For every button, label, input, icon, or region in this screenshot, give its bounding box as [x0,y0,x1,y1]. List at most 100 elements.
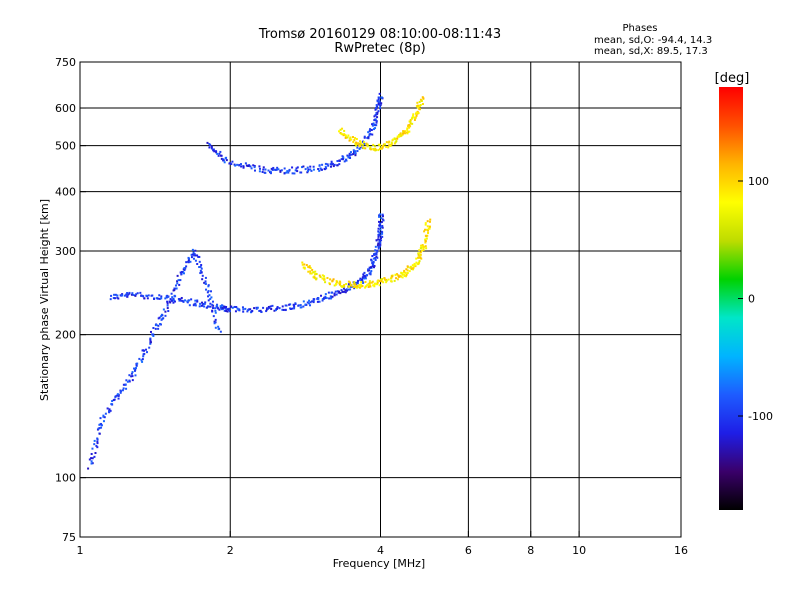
data-point [413,118,416,121]
data-point [317,298,320,301]
data-point [321,298,324,301]
data-point [376,283,379,286]
data-point [126,295,129,298]
data-point [325,297,328,300]
data-point [189,260,192,263]
data-point [212,315,215,318]
data-point [134,374,137,377]
data-point [158,294,161,297]
data-point [374,253,377,256]
data-point [287,171,290,174]
data-point [332,278,335,281]
data-point [180,296,183,299]
data-point [289,307,292,310]
data-point [334,290,337,293]
data-point [281,308,284,311]
data-point [324,281,327,284]
data-point [425,228,428,231]
data-point [333,284,336,287]
data-point [364,277,367,280]
data-point [182,272,185,275]
data-point [186,300,189,303]
data-point [379,228,382,231]
data-point [341,127,344,130]
data-point [106,407,109,410]
data-point [215,151,218,154]
data-point [331,295,334,298]
data-point [378,224,381,227]
data-point [415,257,418,260]
data-point [429,218,432,221]
data-point [169,301,172,304]
data-point [411,116,414,119]
data-point [197,255,200,258]
data-point [304,168,307,171]
data-point [188,257,191,260]
colorbar-tick-label: 0 [748,293,755,306]
data-point [347,288,350,291]
data-point [417,252,420,255]
data-point [361,276,364,279]
data-point [211,303,214,306]
data-point [419,251,422,254]
data-point [220,308,223,311]
data-point [134,294,137,297]
data-point [302,305,305,308]
data-point [345,283,348,286]
data-point [200,267,203,270]
data-point [428,220,431,223]
data-point [314,270,317,273]
data-point [100,422,103,425]
data-point [376,244,379,247]
data-point [276,306,279,309]
data-point [343,284,346,287]
data-point [369,271,372,274]
data-point [398,135,401,138]
data-point [370,128,373,131]
data-point [371,255,374,258]
data-point [91,447,94,450]
data-point [416,104,419,107]
data-point [199,302,202,305]
data-point [371,133,374,136]
data-point [424,223,427,226]
data-point [200,301,203,304]
data-point [199,272,202,275]
data-point [270,167,273,170]
data-point [367,131,370,134]
data-point [159,322,162,325]
data-point [288,303,291,306]
data-point [321,163,324,166]
data-point [176,280,179,283]
x-tick-label: 4 [377,544,384,557]
data-point [262,166,265,169]
data-point [268,306,271,309]
data-point [330,296,333,299]
data-point [361,140,364,143]
data-point [262,168,265,171]
data-point [327,291,330,294]
data-point [158,316,161,319]
data-point [379,107,382,110]
data-point [102,414,105,417]
data-point [352,140,355,143]
data-point [230,163,233,166]
data-point [207,285,210,288]
data-point [381,226,384,229]
data-point [365,142,368,145]
data-point [376,256,379,259]
data-point [366,284,369,287]
data-point [381,214,384,217]
data-point [206,291,209,294]
data-point [338,283,341,286]
data-point [418,249,421,252]
data-point [422,245,425,248]
data-point [133,367,136,370]
data-point [358,286,361,289]
data-point [314,273,317,276]
data-point [194,302,197,305]
data-point [211,300,214,303]
data-point [158,297,161,300]
data-point [387,278,390,281]
data-point [267,169,270,172]
